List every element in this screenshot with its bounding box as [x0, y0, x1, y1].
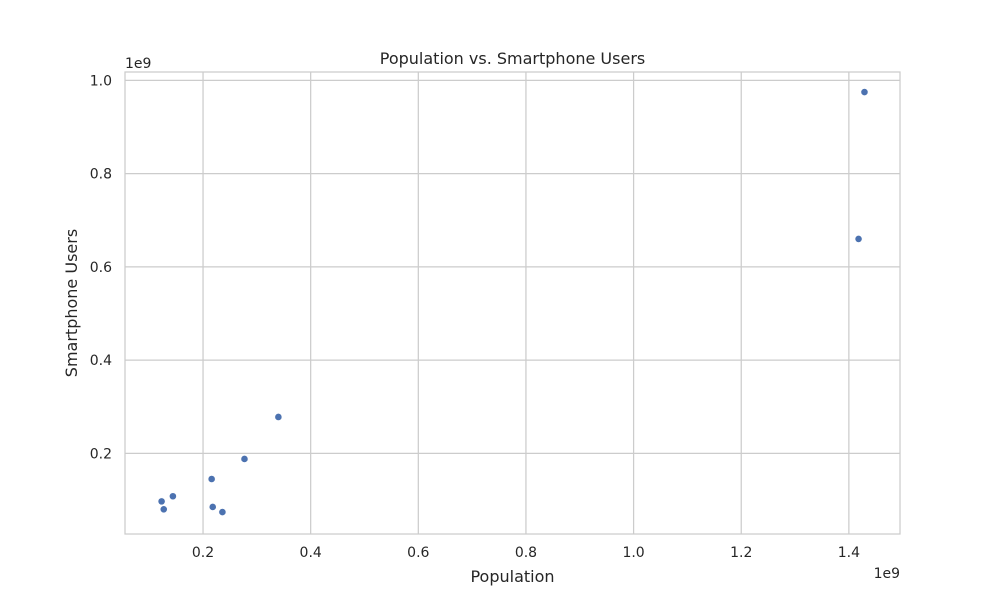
y-tick-label: 1.0 — [90, 73, 112, 89]
x-axis-label: Population — [470, 567, 554, 586]
x-tick-label: 1.0 — [622, 545, 644, 561]
data-point — [860, 88, 869, 96]
y-axis-label: Smartphone Users — [62, 229, 81, 377]
data-points — [157, 88, 869, 516]
grid — [125, 72, 900, 534]
y-tick-label: 0.4 — [90, 353, 112, 369]
x-tick-label: 0.8 — [515, 545, 537, 561]
plot-frame — [124, 71, 901, 535]
x-offset-label: 1e9 — [874, 566, 900, 582]
y-tick-label: 0.8 — [90, 167, 112, 183]
y-tick-labels: 0.2 0.4 0.6 0.8 1.0 — [90, 73, 112, 462]
data-point — [274, 413, 283, 421]
data-point — [207, 475, 216, 483]
x-tick-label: 0.6 — [407, 545, 429, 561]
x-tick-label: 1.4 — [838, 545, 860, 561]
data-point — [157, 497, 166, 506]
data-point — [159, 505, 168, 514]
y-tick-label: 0.2 — [90, 446, 112, 462]
data-point — [168, 492, 177, 501]
data-point — [218, 508, 227, 516]
chart-title: Population vs. Smartphone Users — [380, 49, 645, 68]
y-offset-label: 1e9 — [125, 56, 151, 72]
data-point — [240, 455, 249, 463]
data-point — [208, 503, 217, 511]
x-tick-label: 0.4 — [300, 545, 322, 561]
data-point — [854, 234, 863, 243]
y-tick-label: 0.6 — [90, 260, 112, 276]
x-tick-label: 0.2 — [192, 545, 214, 561]
x-tick-labels: 0.2 0.4 0.6 0.8 1.0 1.2 1.4 — [192, 545, 860, 561]
x-tick-label: 1.2 — [730, 545, 752, 561]
